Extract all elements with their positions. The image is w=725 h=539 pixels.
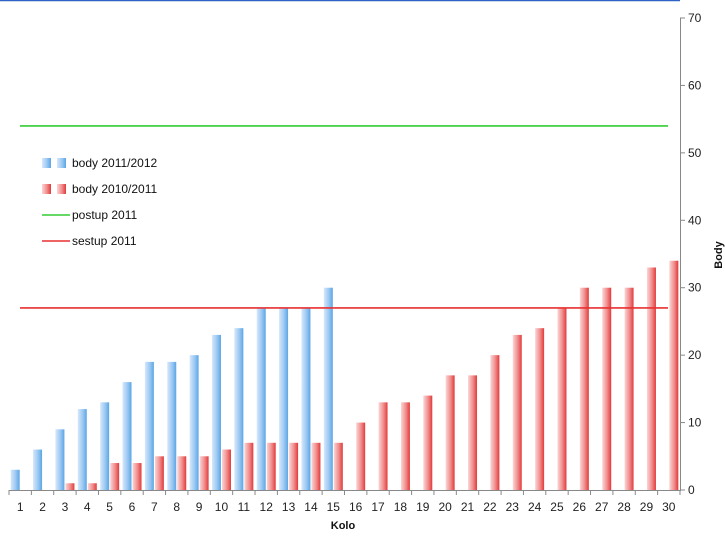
x-tick-label: 20: [438, 500, 452, 514]
bar-body-2010-2011-kolo-16: [356, 422, 366, 490]
legend-label: body 2010/2011: [72, 182, 158, 196]
x-tick-label: 8: [173, 500, 180, 514]
y-tick-label: 50: [688, 146, 702, 160]
x-tick-label: 21: [461, 500, 475, 514]
bar-body-2010-2011-kolo-26: [579, 287, 589, 490]
bar-body-2011-2012-kolo-1: [10, 469, 20, 490]
x-tick-label: 28: [617, 500, 631, 514]
x-tick-label: 25: [550, 500, 564, 514]
bar-body-2010-2011-kolo-28: [624, 287, 634, 490]
x-tick-label: 13: [282, 500, 296, 514]
bar-body-2011-2012-kolo-12: [256, 307, 266, 490]
bar-body-2011-2012-kolo-2: [33, 449, 43, 490]
x-tick-label: 18: [394, 500, 408, 514]
bar-body-2011-2012-kolo-13: [279, 307, 289, 490]
bar-body-2010-2011-kolo-7: [154, 456, 164, 490]
bar-body-2010-2011-kolo-29: [646, 267, 656, 490]
bar-body-2010-2011-kolo-17: [378, 402, 388, 490]
bar-body-2011-2012-kolo-5: [100, 402, 110, 490]
bar-body-2010-2011-kolo-4: [87, 483, 97, 490]
bar-body-2010-2011-kolo-8: [177, 456, 187, 490]
x-tick-label: 4: [84, 500, 91, 514]
x-tick-label: 15: [327, 500, 341, 514]
legend-label: sestup 2011: [72, 234, 137, 248]
bars-layer: [10, 260, 679, 490]
bar-body-2010-2011-kolo-15: [333, 442, 343, 490]
x-tick-label: 5: [106, 500, 113, 514]
bar-body-2010-2011-kolo-30: [669, 260, 679, 490]
bar-body-2011-2012-kolo-3: [55, 429, 65, 490]
bar-body-2011-2012-kolo-10: [211, 334, 221, 490]
legend-swatch: [42, 158, 51, 168]
y-tick-label: 70: [688, 11, 702, 25]
legend-label: body 2011/2012: [72, 156, 158, 170]
x-tick-label: 10: [215, 500, 229, 514]
x-tick-label: 26: [573, 500, 587, 514]
bar-body-2010-2011-kolo-13: [289, 442, 299, 490]
legend-swatch: [42, 184, 51, 194]
x-tick-label: 9: [196, 500, 203, 514]
bar-body-2011-2012-kolo-14: [301, 307, 311, 490]
y-tick-label: 20: [688, 348, 702, 362]
legend: body 2011/2012 body 2010/2011 postup 2011 s…: [42, 156, 158, 248]
x-tick-label: 3: [62, 500, 69, 514]
lines-layer: [20, 125, 668, 309]
y-tick-label: 10: [688, 416, 702, 430]
bar-body-2011-2012-kolo-6: [122, 382, 132, 490]
x-tick-label: 2: [39, 500, 46, 514]
x-tick-label: 24: [528, 500, 542, 514]
x-tick-label: 16: [349, 500, 363, 514]
bar-body-2010-2011-kolo-19: [423, 395, 433, 490]
x-tick-label: 14: [304, 500, 318, 514]
bar-body-2010-2011-kolo-27: [602, 287, 612, 490]
x-tick-label: 29: [640, 500, 654, 514]
bar-body-2011-2012-kolo-4: [77, 409, 87, 490]
bar-body-2010-2011-kolo-9: [199, 456, 209, 490]
x-tick-label: 11: [238, 500, 251, 514]
x-tick-label: 1: [17, 500, 24, 514]
x-tick-label: 12: [260, 500, 274, 514]
bar-body-2010-2011-kolo-10: [221, 449, 231, 490]
bar-body-2010-2011-kolo-20: [445, 375, 455, 490]
bar-body-2010-2011-kolo-6: [132, 463, 142, 490]
x-tick-label: 22: [483, 500, 497, 514]
bar-body-2010-2011-kolo-22: [490, 355, 500, 490]
bar-body-2010-2011-kolo-24: [535, 328, 545, 490]
y-tick-label: 60: [688, 78, 702, 92]
bar-body-2011-2012-kolo-11: [234, 328, 244, 490]
x-tick-label: 17: [371, 500, 385, 514]
bar-body-2010-2011-kolo-3: [65, 483, 75, 490]
x-tick-label: 27: [595, 500, 609, 514]
legend-label: postup 2011: [72, 208, 137, 222]
bar-body-2010-2011-kolo-18: [400, 402, 410, 490]
bar-body-2011-2012-kolo-8: [167, 361, 177, 490]
x-tick-label: 30: [662, 500, 676, 514]
bar-body-2010-2011-kolo-23: [512, 334, 522, 490]
bar-body-2010-2011-kolo-14: [311, 442, 321, 490]
bar-body-2011-2012-kolo-15: [323, 287, 333, 490]
x-tick-label: 23: [506, 500, 520, 514]
y-tick-label: 40: [688, 213, 702, 227]
bar-body-2010-2011-kolo-25: [557, 307, 567, 490]
bar-body-2010-2011-kolo-11: [244, 442, 254, 490]
y-axis-title: Body: [713, 240, 725, 268]
bar-body-2011-2012-kolo-7: [144, 361, 154, 490]
x-tick-label: 19: [416, 500, 430, 514]
x-tick-label: 7: [151, 500, 158, 514]
bar-body-2010-2011-kolo-12: [266, 442, 276, 490]
y-tick-label: 30: [688, 281, 702, 295]
x-axis-title: Kolo: [331, 520, 356, 532]
bar-body-2010-2011-kolo-5: [110, 463, 120, 490]
legend-swatch: [57, 158, 66, 168]
y-tick-label: 0: [688, 483, 695, 497]
x-tick-label: 6: [129, 500, 136, 514]
legend-swatch: [57, 184, 66, 194]
bar-body-2010-2011-kolo-21: [468, 375, 478, 490]
bar-body-2011-2012-kolo-9: [189, 355, 199, 490]
